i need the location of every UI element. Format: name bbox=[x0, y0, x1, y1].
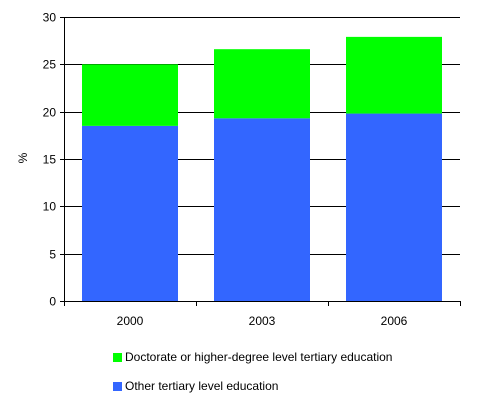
y-tick-labels: 0 5 10 15 20 25 30 bbox=[43, 11, 57, 309]
bar-other-2003 bbox=[214, 118, 310, 301]
axes bbox=[60, 17, 461, 306]
bar-other-2000 bbox=[82, 125, 178, 301]
y-tick-label: 25 bbox=[43, 58, 57, 72]
bar-doctorate-2006 bbox=[346, 36, 442, 114]
legend-swatch-other bbox=[113, 381, 122, 391]
y-tick-label: 0 bbox=[49, 295, 56, 309]
x-tick-labels: 2000 2003 2006 bbox=[117, 314, 408, 328]
legend-item-doctorate: Doctorate or higher-degree level tertiar… bbox=[113, 350, 392, 364]
legend-label-other: Other tertiary level education bbox=[125, 379, 279, 393]
legend-swatch-doctorate bbox=[113, 352, 122, 362]
bar-doctorate-2000 bbox=[82, 64, 178, 126]
x-tick-label: 2000 bbox=[117, 314, 144, 328]
legend-item-other: Other tertiary level education bbox=[113, 379, 278, 393]
x-tick-label: 2003 bbox=[249, 314, 276, 328]
x-tick-label: 2006 bbox=[381, 314, 408, 328]
bar-doctorate-2003 bbox=[214, 49, 310, 119]
bar-other-2006 bbox=[346, 113, 442, 301]
y-tick-label: 20 bbox=[43, 106, 57, 120]
y-tick-label: 30 bbox=[43, 11, 57, 25]
legend-label-doctorate: Doctorate or higher-degree level tertiar… bbox=[125, 350, 393, 364]
y-tick-label: 10 bbox=[43, 200, 57, 214]
y-tick-label: 15 bbox=[43, 153, 57, 167]
y-tick-label: 5 bbox=[49, 248, 56, 262]
y-axis-label: % bbox=[16, 152, 30, 163]
bars bbox=[82, 36, 442, 301]
